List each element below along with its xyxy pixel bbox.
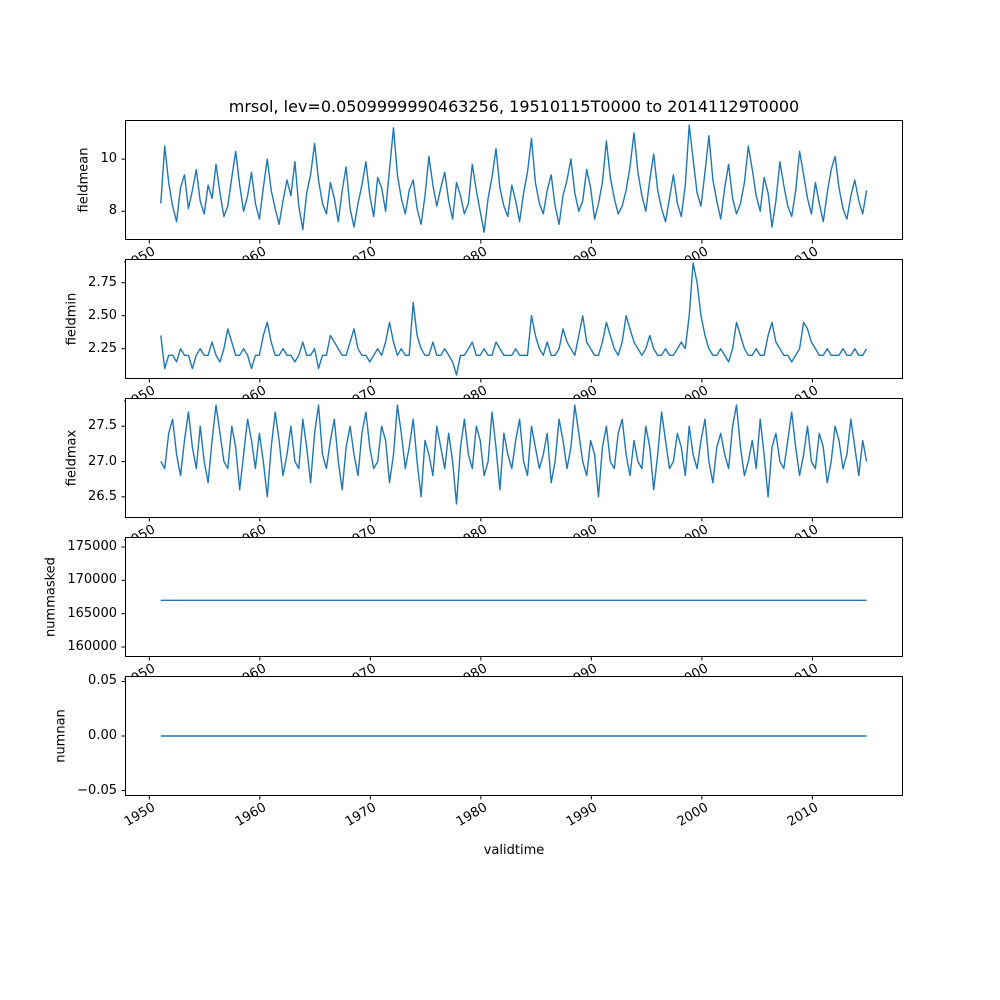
y-axis-label-numnan: numnan (53, 709, 69, 763)
x-tick-label: 1980 (453, 661, 490, 691)
axes-frame (125, 537, 903, 657)
x-tick-label: 1950 (122, 522, 159, 552)
x-tick-label: 1990 (564, 800, 601, 830)
x-tick-label: 1950 (122, 800, 159, 830)
x-tick-label: 2000 (674, 800, 711, 830)
x-tick-label: 2010 (785, 522, 822, 552)
x-tick-label: 2010 (785, 383, 822, 413)
y-tick-label: 0.00 (88, 727, 117, 743)
x-tick-label: 1990 (564, 522, 601, 552)
x-tick-label: 1970 (343, 383, 380, 413)
x-tick-label: 1990 (564, 383, 601, 413)
x-tick-label: 2000 (674, 522, 711, 552)
x-tick-label: 1960 (232, 244, 269, 274)
axes-frame (125, 676, 903, 796)
y-tick-label: 2.50 (88, 307, 117, 323)
x-tick-label: 2010 (785, 800, 822, 830)
axes-frame (125, 259, 903, 379)
y-tick-label: 170000 (67, 572, 117, 588)
x-tick-label: 1970 (343, 661, 380, 691)
x-tick-label: 1950 (122, 383, 159, 413)
x-tick-label: 1980 (453, 383, 490, 413)
y-tick-label: 26.5 (88, 488, 117, 504)
x-tick-label: 1980 (453, 800, 490, 830)
y-tick-label: 165000 (67, 605, 117, 621)
plot-area-nummasked (121, 537, 903, 661)
x-tick-label: 2000 (674, 383, 711, 413)
chart-title: mrsol, lev=0.0509999990463256, 19510115T… (228, 97, 800, 116)
x-tick-label: 1960 (232, 522, 269, 552)
y-tick-label: 175000 (67, 538, 117, 554)
y-tick-label: 0.05 (88, 673, 117, 689)
x-tick-label: 2000 (674, 661, 711, 691)
x-tick-label: 1950 (122, 661, 159, 691)
axes-frame (125, 120, 903, 240)
x-tick-label: 1990 (564, 244, 601, 274)
x-tick-label: 1970 (343, 244, 380, 274)
y-tick-label: 2.25 (88, 340, 117, 356)
x-tick-label: 2010 (785, 661, 822, 691)
y-tick-label: 27.5 (88, 418, 117, 434)
x-tick-label: 1980 (453, 244, 490, 274)
line-fieldmax (160, 404, 868, 505)
x-axis-title: validtime (483, 843, 545, 858)
x-tick-label: 1990 (564, 661, 601, 691)
x-tick-label: 2010 (785, 244, 822, 274)
axes-frame (125, 398, 903, 518)
y-axis-label-fieldmean: fieldmean (76, 147, 92, 213)
y-axis-label-nummasked: nummasked (43, 557, 59, 637)
y-axis-label-fieldmin: fieldmin (64, 292, 80, 346)
x-tick-label: 1960 (232, 800, 269, 830)
x-tick-label: 1960 (232, 383, 269, 413)
line-fieldmin (160, 262, 868, 376)
y-tick-label: 8 (108, 203, 117, 219)
plot-area-fieldmin (121, 259, 903, 383)
y-tick-label: 2.75 (88, 274, 117, 290)
y-axis-label-fieldmax: fieldmax (64, 429, 80, 487)
y-tick-label: 160000 (67, 638, 117, 654)
y-tick-label: 27.0 (88, 453, 117, 469)
x-tick-label: 2000 (674, 244, 711, 274)
x-tick-label: 1960 (232, 661, 269, 691)
x-tick-label: 1950 (122, 244, 159, 274)
plot-area-fieldmax (121, 398, 903, 522)
x-tick-label: 1980 (453, 522, 490, 552)
line-fieldmean (160, 124, 868, 233)
y-tick-label: −0.05 (77, 782, 117, 798)
x-tick-label: 1970 (343, 522, 380, 552)
y-tick-label: 10 (100, 150, 117, 166)
plot-area-numnan (121, 676, 903, 800)
plot-area-fieldmean (121, 120, 903, 244)
x-tick-label: 1970 (343, 800, 380, 830)
